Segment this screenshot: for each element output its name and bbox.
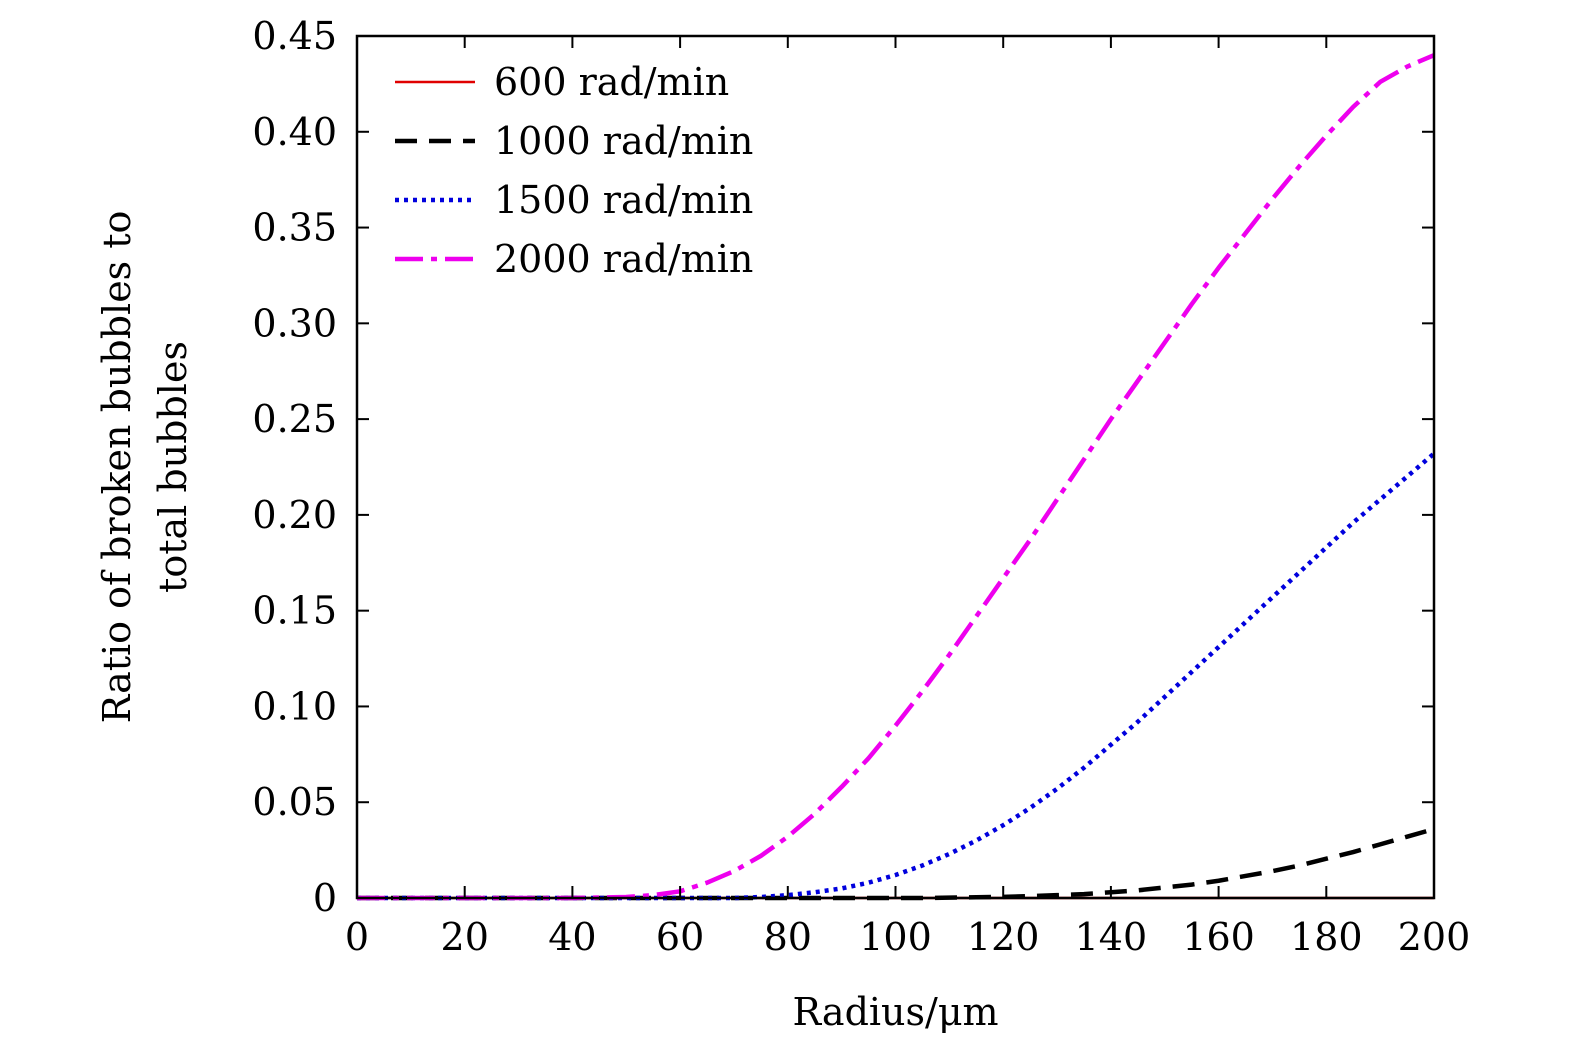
- y-tick-label: 0.40: [252, 110, 337, 154]
- x-tick-label: 0: [345, 915, 369, 959]
- x-tick-label: 120: [967, 915, 1040, 959]
- y-tick-label: 0.25: [252, 397, 337, 441]
- x-axis-title: Radius/μm: [792, 990, 998, 1034]
- y-tick-label: 0.30: [252, 301, 337, 345]
- y-axis-ticks: 0 0.05 0.10 0.15 0.20 0.25 0.30 0.35 0.40 0.45: [252, 14, 1434, 920]
- x-axis-ticks: 0 20 40 60 80 100 120 140 160 180 200: [345, 36, 1470, 959]
- x-tick-label: 200: [1398, 915, 1471, 959]
- series-line-3: [357, 451, 1436, 901]
- y-tick-label: 0.20: [252, 493, 337, 537]
- legend-label: 600 rad/min: [494, 60, 729, 104]
- y-tick-label: 0: [313, 876, 337, 920]
- y-tick-label: 0.10: [252, 684, 337, 728]
- y-tick-label: 0.35: [252, 206, 337, 250]
- x-tick-label: 140: [1075, 915, 1148, 959]
- x-tick-label: 20: [441, 915, 489, 959]
- legend-label: 1000 rad/min: [494, 119, 753, 163]
- y-tick-label: 0.05: [252, 780, 337, 824]
- legend: 600 rad/min 1000 rad/min 1500 rad/min 2000 …: [395, 60, 753, 281]
- x-tick-label: 40: [548, 915, 596, 959]
- y-tick-label: 0.45: [252, 14, 337, 58]
- x-tick-label: 180: [1290, 915, 1363, 959]
- y-axis-title: Ratio of broken bubbles to total bubbles: [95, 211, 195, 724]
- y-axis-title-line: total bubbles: [151, 341, 195, 593]
- x-tick-label: 160: [1182, 915, 1255, 959]
- x-tick-label: 60: [656, 915, 704, 959]
- legend-label: 1500 rad/min: [494, 178, 753, 222]
- y-tick-label: 0.15: [252, 589, 337, 633]
- series-line-4: [357, 53, 1435, 901]
- x-tick-label: 100: [859, 915, 932, 959]
- y-axis-title-line: Ratio of broken bubbles to: [95, 211, 139, 724]
- x-tick-label: 80: [764, 915, 812, 959]
- plot-frame: [355, 34, 1436, 900]
- legend-label: 2000 rad/min: [494, 237, 753, 281]
